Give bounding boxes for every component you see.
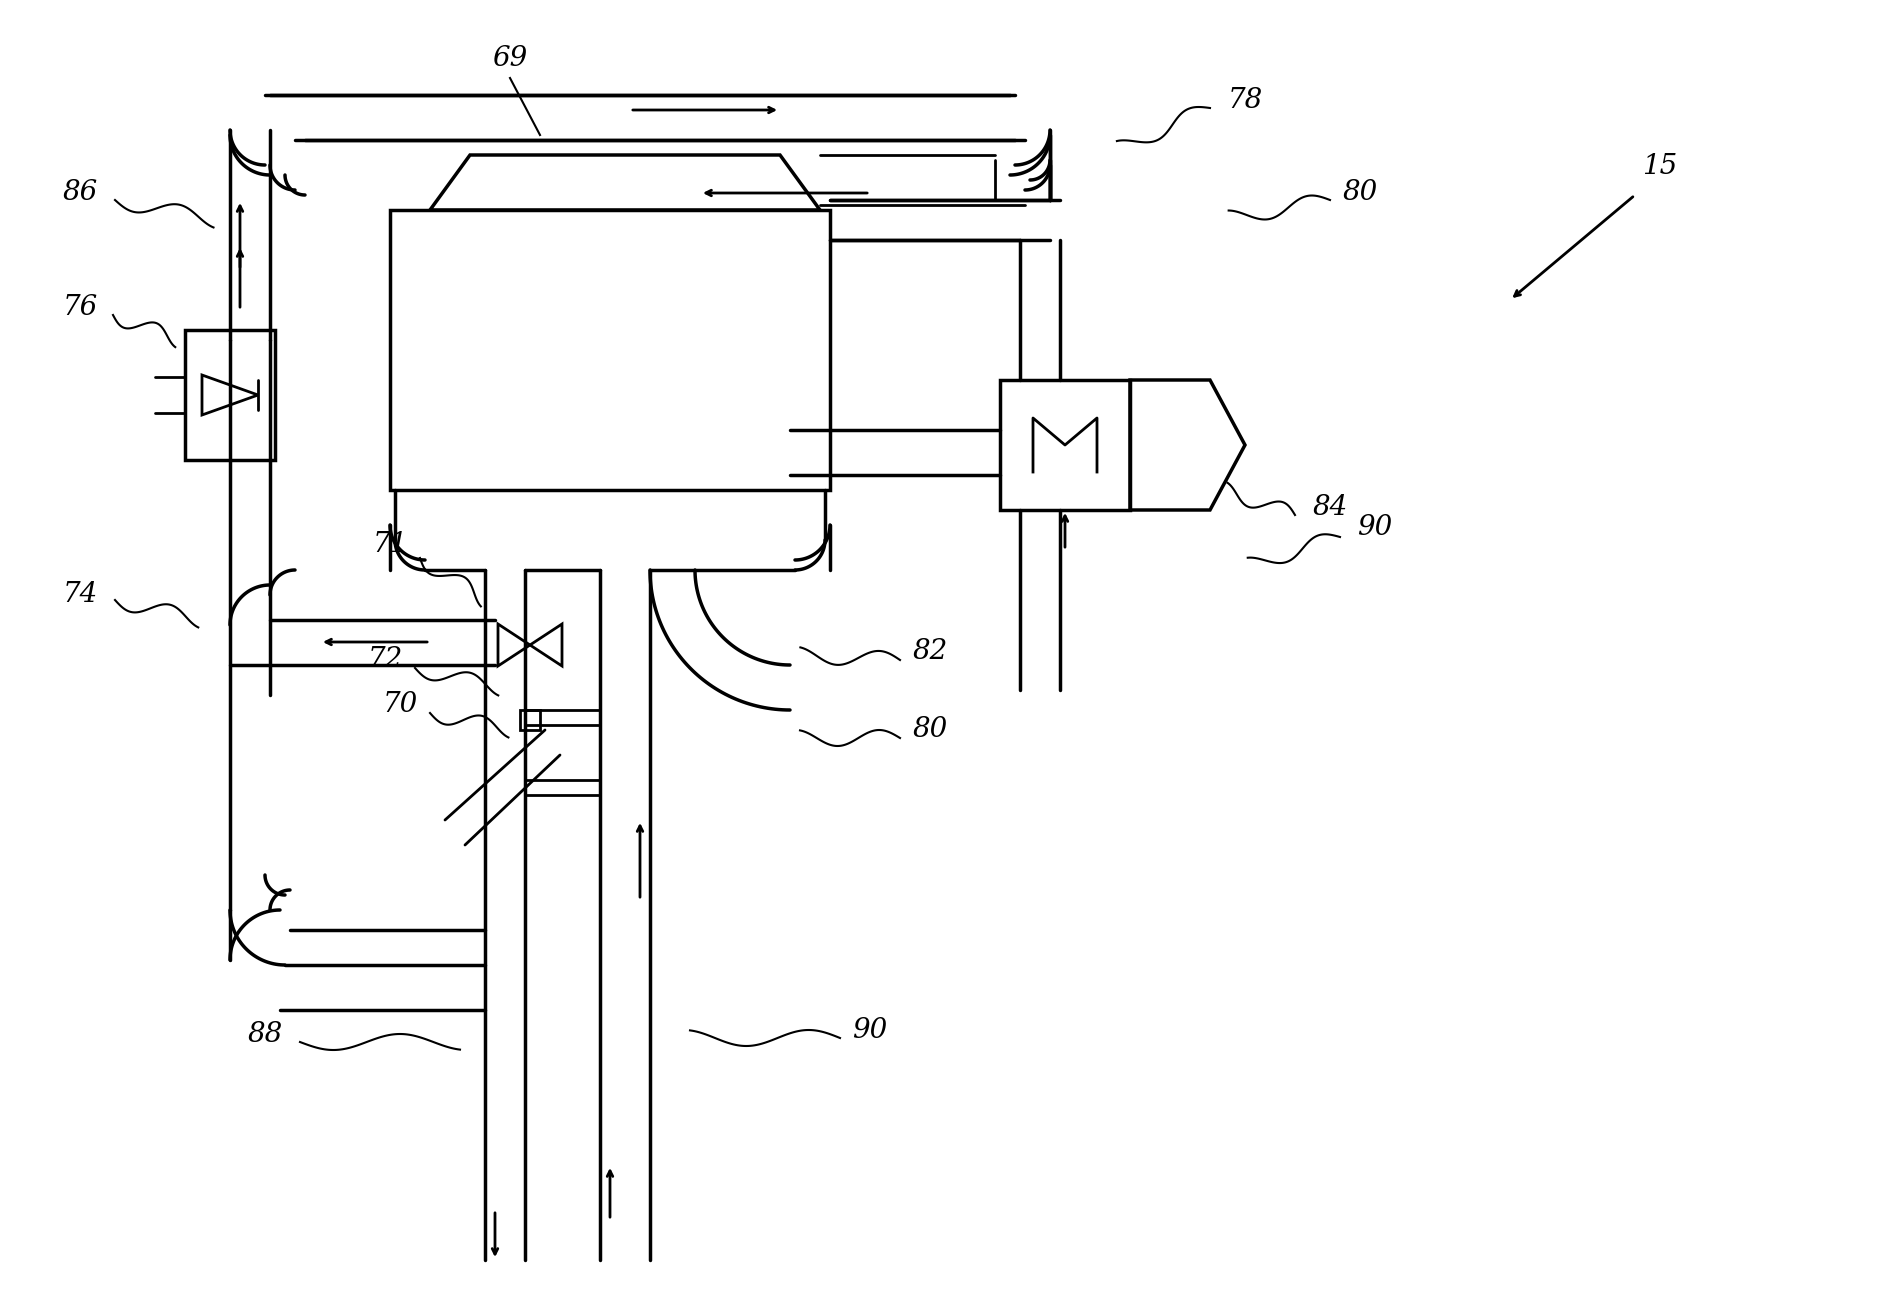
Text: 90: 90 [852,1017,887,1043]
Text: 15: 15 [1641,154,1677,180]
Text: 72: 72 [367,647,402,673]
Text: 80: 80 [912,717,948,744]
Text: 70: 70 [382,691,417,718]
Text: 80: 80 [1342,180,1376,207]
Text: 76: 76 [62,295,98,321]
Text: 88: 88 [248,1021,282,1048]
Text: 90: 90 [1357,515,1391,541]
Text: 78: 78 [1228,87,1261,114]
Text: 71: 71 [372,532,408,559]
Bar [519,710,540,730]
Text: 86: 86 [62,179,98,206]
Bar [184,330,274,459]
Text: 74: 74 [62,581,98,608]
Bar [1000,380,1130,510]
Text: 84: 84 [1312,494,1346,521]
Text: 82: 82 [912,638,948,665]
Text: 69: 69 [493,44,528,71]
Bar [389,210,829,490]
